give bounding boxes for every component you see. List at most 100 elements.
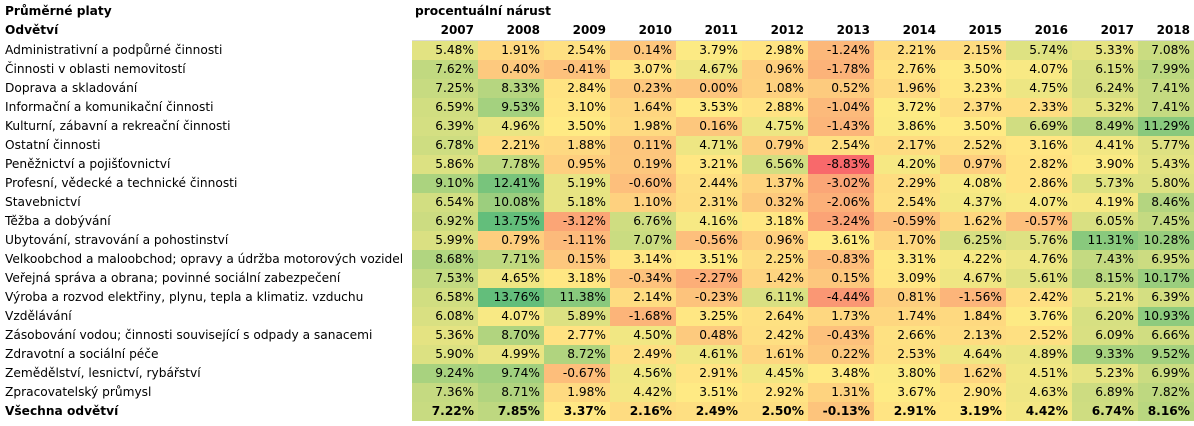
value-cell: 5.21% [1072, 288, 1138, 307]
value-cell: 0.96% [742, 231, 808, 250]
year-header: 2009 [544, 21, 610, 41]
sector-label: Kulturní, zábavní a rekreační činnosti [5, 119, 231, 133]
value-cell: 9.53% [478, 98, 544, 117]
value-cell: 1.61% [742, 345, 808, 364]
sector-label: Těžba a dobývání [5, 214, 111, 228]
year-header: 2010 [610, 21, 676, 41]
sector-label: Zdravotní a sociální péče [5, 347, 159, 361]
value-cell: 8.46% [1138, 193, 1194, 212]
value-cell: 7.62% [412, 60, 478, 79]
value-cell: 8.70% [478, 326, 544, 345]
total-label: Všechna odvětví [5, 404, 119, 418]
value-cell: 9.10% [412, 174, 478, 193]
value-cell: 6.20% [1072, 307, 1138, 326]
value-cell: 3.80% [874, 364, 940, 383]
value-cell: 0.11% [610, 136, 676, 155]
value-cell: 6.09% [1072, 326, 1138, 345]
sector-label: Ubytování, stravování a pohostinství [5, 233, 229, 247]
year-header: 2007 [412, 21, 478, 41]
value-cell: -0.59% [874, 212, 940, 231]
value-cell: -0.57% [1006, 212, 1072, 231]
value-cell: 5.33% [1072, 40, 1138, 60]
table-subtitle: procentuální nárust [415, 4, 551, 18]
value-cell: 2.90% [940, 383, 1006, 402]
value-cell: 7.41% [1138, 79, 1194, 98]
value-cell: 0.96% [742, 60, 808, 79]
value-cell: 0.48% [676, 326, 742, 345]
value-cell: 3.48% [808, 364, 874, 383]
value-cell: 4.96% [478, 117, 544, 136]
value-cell: 1.70% [874, 231, 940, 250]
value-cell: 2.54% [808, 136, 874, 155]
value-cell: 5.61% [1006, 269, 1072, 288]
value-cell: 4.56% [610, 364, 676, 383]
value-cell: -0.34% [610, 269, 676, 288]
value-cell: 2.49% [676, 402, 742, 421]
value-cell: 6.08% [412, 307, 478, 326]
value-cell: 13.75% [478, 212, 544, 231]
value-cell: 9.52% [1138, 345, 1194, 364]
value-cell: 0.15% [544, 250, 610, 269]
year-header: 2011 [676, 21, 742, 41]
value-cell: 2.91% [676, 364, 742, 383]
value-cell: 3.51% [676, 250, 742, 269]
value-cell: -1.04% [808, 98, 874, 117]
value-cell: 2.14% [610, 288, 676, 307]
value-cell: 1.74% [874, 307, 940, 326]
value-cell: 0.40% [478, 60, 544, 79]
value-cell: 4.51% [1006, 364, 1072, 383]
table-row: Těžba a dobývání 6.92% 13.75% -3.12% 6.76% 4.… [0, 212, 1194, 231]
value-cell: -3.02% [808, 174, 874, 193]
value-cell: 6.54% [412, 193, 478, 212]
value-cell: 6.11% [742, 288, 808, 307]
value-cell: 3.21% [676, 155, 742, 174]
value-cell: 5.43% [1138, 155, 1194, 174]
value-cell: 6.05% [1072, 212, 1138, 231]
table-row: Zásobování vodou; činnosti související s… [0, 326, 1194, 345]
year-header-row: Odvětví 2007 2008 2009 2010 2011 2012 20… [0, 21, 1194, 41]
value-cell: 3.25% [676, 307, 742, 326]
value-cell: 2.54% [874, 193, 940, 212]
value-cell: 2.37% [940, 98, 1006, 117]
value-cell: 6.58% [412, 288, 478, 307]
value-cell: 0.22% [808, 345, 874, 364]
value-cell: 6.39% [1138, 288, 1194, 307]
value-cell: 2.42% [1006, 288, 1072, 307]
value-cell: 6.89% [1072, 383, 1138, 402]
value-cell: 4.67% [676, 60, 742, 79]
value-cell: -0.60% [610, 174, 676, 193]
value-cell: 8.33% [478, 79, 544, 98]
value-cell: 9.24% [412, 364, 478, 383]
value-cell: -0.56% [676, 231, 742, 250]
value-cell: 5.19% [544, 174, 610, 193]
value-cell: 11.31% [1072, 231, 1138, 250]
value-cell: 6.15% [1072, 60, 1138, 79]
value-cell: 2.52% [940, 136, 1006, 155]
value-cell: 1.62% [940, 364, 1006, 383]
value-cell: 3.61% [808, 231, 874, 250]
value-cell: 2.21% [478, 136, 544, 155]
value-cell: 2.17% [874, 136, 940, 155]
table-row: Veřejná správa a obrana; povinné sociáln… [0, 269, 1194, 288]
value-cell: 3.53% [676, 98, 742, 117]
value-cell: 0.95% [544, 155, 610, 174]
value-cell: 7.43% [1072, 250, 1138, 269]
value-cell: 1.91% [478, 40, 544, 60]
value-cell: 4.19% [1072, 193, 1138, 212]
year-header: 2008 [478, 21, 544, 41]
value-cell: 7.71% [478, 250, 544, 269]
value-cell: 5.89% [544, 307, 610, 326]
value-cell: 1.42% [742, 269, 808, 288]
value-cell: 1.10% [610, 193, 676, 212]
value-cell: 3.18% [544, 269, 610, 288]
value-cell: 2.54% [544, 40, 610, 60]
year-header: 2013 [808, 21, 874, 41]
value-cell: 4.41% [1072, 136, 1138, 155]
year-header: 2017 [1072, 21, 1138, 41]
value-cell: 1.64% [610, 98, 676, 117]
value-cell: 3.86% [874, 117, 940, 136]
year-header: 2012 [742, 21, 808, 41]
value-cell: 5.18% [544, 193, 610, 212]
value-cell: 3.50% [940, 117, 1006, 136]
